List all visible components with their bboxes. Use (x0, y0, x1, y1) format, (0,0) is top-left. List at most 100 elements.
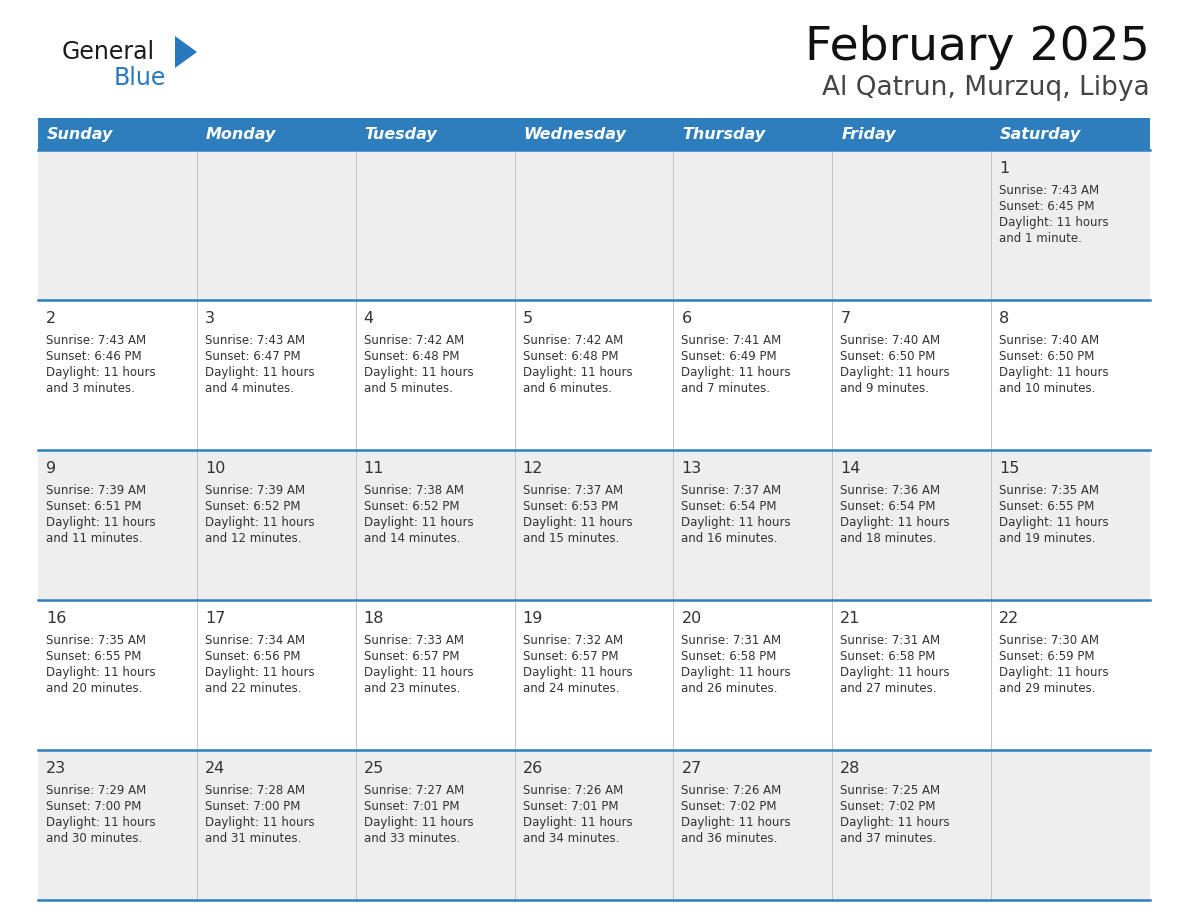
Text: Sunset: 6:58 PM: Sunset: 6:58 PM (682, 650, 777, 663)
Bar (38, 450, 1150, 600)
Text: Sunrise: 7:28 AM: Sunrise: 7:28 AM (204, 784, 305, 797)
Text: Sunrise: 7:37 AM: Sunrise: 7:37 AM (523, 484, 623, 498)
Text: 15: 15 (999, 461, 1019, 476)
Text: Sunset: 7:01 PM: Sunset: 7:01 PM (523, 800, 618, 813)
Text: Sunrise: 7:38 AM: Sunrise: 7:38 AM (364, 484, 463, 498)
Text: Daylight: 11 hours: Daylight: 11 hours (523, 366, 632, 379)
Text: 17: 17 (204, 611, 226, 626)
Text: 14: 14 (840, 461, 860, 476)
Text: Sunset: 6:46 PM: Sunset: 6:46 PM (46, 350, 141, 364)
Text: 9: 9 (46, 461, 56, 476)
Text: 7: 7 (840, 311, 851, 326)
Text: Sunrise: 7:31 AM: Sunrise: 7:31 AM (840, 634, 941, 647)
Text: Daylight: 11 hours: Daylight: 11 hours (682, 366, 791, 379)
Text: Monday: Monday (206, 127, 277, 141)
Text: Blue: Blue (114, 66, 166, 90)
Text: Daylight: 11 hours: Daylight: 11 hours (204, 666, 315, 679)
Text: and 19 minutes.: and 19 minutes. (999, 532, 1095, 545)
Text: 23: 23 (46, 761, 67, 776)
Text: Daylight: 11 hours: Daylight: 11 hours (999, 516, 1108, 529)
Text: Sunset: 6:48 PM: Sunset: 6:48 PM (364, 350, 460, 364)
Text: 4: 4 (364, 311, 374, 326)
Text: and 24 minutes.: and 24 minutes. (523, 682, 619, 695)
Text: Daylight: 11 hours: Daylight: 11 hours (523, 816, 632, 829)
Text: and 29 minutes.: and 29 minutes. (999, 682, 1095, 695)
Text: Daylight: 11 hours: Daylight: 11 hours (840, 666, 950, 679)
Text: Daylight: 11 hours: Daylight: 11 hours (46, 666, 156, 679)
Text: 22: 22 (999, 611, 1019, 626)
Text: and 6 minutes.: and 6 minutes. (523, 382, 612, 395)
Text: Friday: Friday (841, 127, 896, 141)
Text: 6: 6 (682, 311, 691, 326)
Text: Daylight: 11 hours: Daylight: 11 hours (682, 516, 791, 529)
Bar (38, 118, 1150, 150)
Text: Daylight: 11 hours: Daylight: 11 hours (204, 366, 315, 379)
Text: Sunset: 7:02 PM: Sunset: 7:02 PM (840, 800, 936, 813)
Text: Sunset: 6:52 PM: Sunset: 6:52 PM (204, 500, 301, 513)
Text: 19: 19 (523, 611, 543, 626)
Text: Daylight: 11 hours: Daylight: 11 hours (682, 816, 791, 829)
Text: Daylight: 11 hours: Daylight: 11 hours (364, 816, 473, 829)
Text: and 27 minutes.: and 27 minutes. (840, 682, 937, 695)
Text: Sunset: 6:54 PM: Sunset: 6:54 PM (682, 500, 777, 513)
Text: Sunrise: 7:32 AM: Sunrise: 7:32 AM (523, 634, 623, 647)
Text: Daylight: 11 hours: Daylight: 11 hours (204, 816, 315, 829)
Polygon shape (175, 36, 197, 68)
Text: Sunset: 6:57 PM: Sunset: 6:57 PM (523, 650, 618, 663)
Text: Daylight: 11 hours: Daylight: 11 hours (840, 816, 950, 829)
Text: Sunset: 7:00 PM: Sunset: 7:00 PM (204, 800, 301, 813)
Text: Sunset: 6:50 PM: Sunset: 6:50 PM (999, 350, 1094, 364)
Text: 10: 10 (204, 461, 226, 476)
Text: and 11 minutes.: and 11 minutes. (46, 532, 143, 545)
Text: 12: 12 (523, 461, 543, 476)
Text: 3: 3 (204, 311, 215, 326)
Text: and 16 minutes.: and 16 minutes. (682, 532, 778, 545)
Text: Sunrise: 7:43 AM: Sunrise: 7:43 AM (999, 185, 1099, 197)
Text: 11: 11 (364, 461, 384, 476)
Text: and 33 minutes.: and 33 minutes. (364, 832, 460, 845)
Text: Sunrise: 7:39 AM: Sunrise: 7:39 AM (204, 484, 305, 498)
Text: General: General (62, 40, 156, 64)
Text: 5: 5 (523, 311, 532, 326)
Text: Sunset: 6:53 PM: Sunset: 6:53 PM (523, 500, 618, 513)
Text: and 23 minutes.: and 23 minutes. (364, 682, 460, 695)
Text: Daylight: 11 hours: Daylight: 11 hours (999, 216, 1108, 230)
Text: 24: 24 (204, 761, 225, 776)
Text: and 30 minutes.: and 30 minutes. (46, 832, 143, 845)
Text: Sunrise: 7:26 AM: Sunrise: 7:26 AM (523, 784, 623, 797)
Text: Sunrise: 7:30 AM: Sunrise: 7:30 AM (999, 634, 1099, 647)
Text: Sunrise: 7:29 AM: Sunrise: 7:29 AM (46, 784, 146, 797)
Text: and 15 minutes.: and 15 minutes. (523, 532, 619, 545)
Text: Daylight: 11 hours: Daylight: 11 hours (999, 666, 1108, 679)
Text: Sunset: 6:55 PM: Sunset: 6:55 PM (999, 500, 1094, 513)
Text: Daylight: 11 hours: Daylight: 11 hours (840, 516, 950, 529)
Text: and 1 minute.: and 1 minute. (999, 232, 1082, 245)
Text: Sunset: 6:48 PM: Sunset: 6:48 PM (523, 350, 618, 364)
Text: and 9 minutes.: and 9 minutes. (840, 382, 929, 395)
Text: Sunrise: 7:40 AM: Sunrise: 7:40 AM (999, 334, 1099, 347)
Text: Sunrise: 7:36 AM: Sunrise: 7:36 AM (840, 484, 941, 498)
Text: Sunset: 6:56 PM: Sunset: 6:56 PM (204, 650, 301, 663)
Text: Daylight: 11 hours: Daylight: 11 hours (523, 516, 632, 529)
Text: Sunrise: 7:35 AM: Sunrise: 7:35 AM (46, 634, 146, 647)
Text: and 7 minutes.: and 7 minutes. (682, 382, 771, 395)
Text: Sunset: 6:55 PM: Sunset: 6:55 PM (46, 650, 141, 663)
Bar (38, 750, 1150, 900)
Text: Sunset: 6:51 PM: Sunset: 6:51 PM (46, 500, 141, 513)
Bar (38, 600, 1150, 750)
Text: and 4 minutes.: and 4 minutes. (204, 382, 293, 395)
Text: 21: 21 (840, 611, 860, 626)
Text: and 36 minutes.: and 36 minutes. (682, 832, 778, 845)
Text: Sunrise: 7:43 AM: Sunrise: 7:43 AM (46, 334, 146, 347)
Text: Sunrise: 7:33 AM: Sunrise: 7:33 AM (364, 634, 463, 647)
Text: Sunrise: 7:39 AM: Sunrise: 7:39 AM (46, 484, 146, 498)
Text: 26: 26 (523, 761, 543, 776)
Text: Daylight: 11 hours: Daylight: 11 hours (364, 516, 473, 529)
Text: 13: 13 (682, 461, 702, 476)
Text: Saturday: Saturday (1000, 127, 1081, 141)
Text: Daylight: 11 hours: Daylight: 11 hours (364, 366, 473, 379)
Text: 16: 16 (46, 611, 67, 626)
Text: and 14 minutes.: and 14 minutes. (364, 532, 460, 545)
Text: Sunrise: 7:25 AM: Sunrise: 7:25 AM (840, 784, 941, 797)
Text: and 20 minutes.: and 20 minutes. (46, 682, 143, 695)
